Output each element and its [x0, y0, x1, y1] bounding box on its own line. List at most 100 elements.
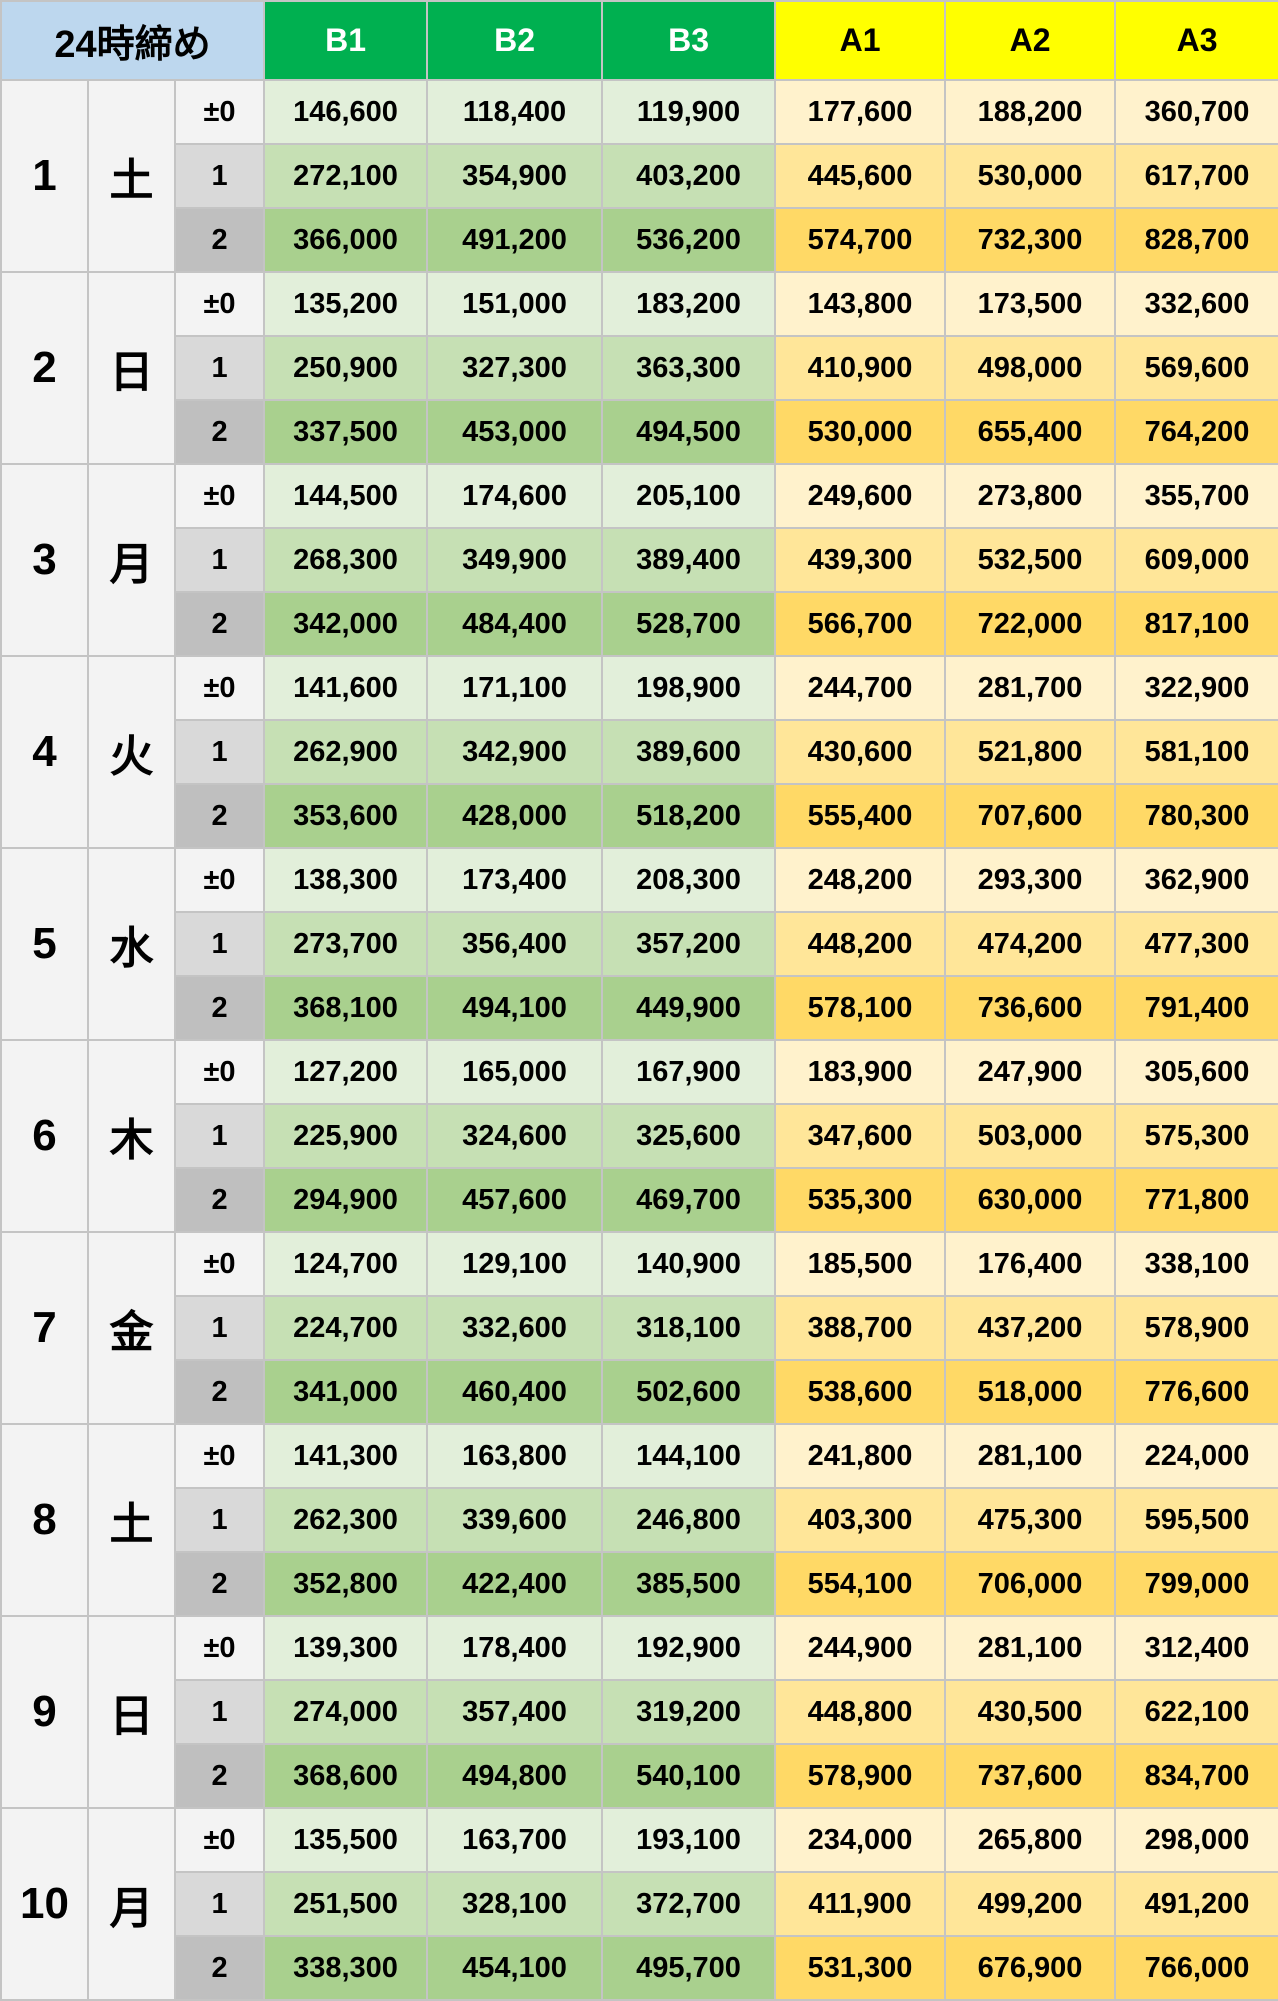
value-cell: 518,200	[601, 783, 777, 849]
value-cell: 234,000	[774, 1807, 947, 1873]
level-label: ±0	[173, 1231, 266, 1297]
table-row: 10 月 ±0 135,500 163,700 193,100 234,000 265,800…	[0, 1807, 1278, 2001]
value-cell: 185,500	[774, 1231, 947, 1297]
value-cell: 183,200	[601, 271, 777, 337]
value-cell: 389,400	[601, 527, 777, 593]
value-cell: 144,100	[601, 1423, 777, 1489]
value-cell: 244,900	[774, 1615, 947, 1681]
day-number: 10	[0, 1807, 89, 2001]
column-header-b1: B1	[263, 0, 429, 81]
value-cell: 437,200	[944, 1295, 1117, 1361]
value-cell: 339,600	[426, 1487, 604, 1553]
weekday: 日	[87, 271, 176, 465]
weekday: 月	[87, 1807, 176, 2001]
value-cell: 319,200	[601, 1679, 777, 1745]
value-cell: 174,600	[426, 463, 604, 529]
value-cell: 357,200	[601, 911, 777, 977]
value-cell: 248,200	[774, 847, 947, 913]
value-cell: 411,900	[774, 1871, 947, 1937]
table-row: 9 日 ±0 139,300 178,400 192,900 244,900 281,100 3…	[0, 1615, 1278, 1809]
value-cell: 135,200	[263, 271, 429, 337]
value-cell: 732,300	[944, 207, 1117, 273]
level-label: ±0	[173, 847, 266, 913]
value-cell: 707,600	[944, 783, 1117, 849]
level-label: ±0	[173, 463, 266, 529]
value-cell: 325,600	[601, 1103, 777, 1169]
value-cell: 469,700	[601, 1167, 777, 1233]
value-cell: 192,900	[601, 1615, 777, 1681]
value-cell: 554,100	[774, 1551, 947, 1617]
value-cell: 494,500	[601, 399, 777, 465]
level-label: 2	[173, 207, 266, 273]
level-label: 1	[173, 1871, 266, 1937]
value-cell: 363,300	[601, 335, 777, 401]
value-cell: 403,200	[601, 143, 777, 209]
column-header-a3: A3	[1114, 0, 1278, 81]
value-cell: 327,300	[426, 335, 604, 401]
value-cell: 165,000	[426, 1039, 604, 1105]
level-label: ±0	[173, 79, 266, 145]
value-cell: 706,000	[944, 1551, 1117, 1617]
value-cell: 341,000	[263, 1359, 429, 1425]
table-row: 2 337,500 453,000 494,500 530,000 655,400 764,…	[1, 399, 1278, 465]
day-number: 2	[0, 271, 89, 465]
value-cell: 349,900	[426, 527, 604, 593]
table-row: 2 366,000 491,200 536,200 574,700 732,300 828,…	[1, 207, 1278, 273]
day-number: 3	[0, 463, 89, 657]
value-cell: 474,200	[944, 911, 1117, 977]
weekday: 日	[87, 1615, 176, 1809]
value-cell: 183,900	[774, 1039, 947, 1105]
value-cell: 324,600	[426, 1103, 604, 1169]
level-label: 1	[173, 1103, 266, 1169]
value-cell: 498,000	[944, 335, 1117, 401]
value-cell: 294,900	[263, 1167, 429, 1233]
level-label: ±0	[173, 271, 266, 337]
value-cell: 318,100	[601, 1295, 777, 1361]
table-row: 2 日 ±0 135,200 151,000 183,200 143,800 173,500 3…	[0, 271, 1278, 465]
value-cell: 495,700	[601, 1935, 777, 2001]
value-cell: 268,300	[263, 527, 429, 593]
value-cell: 410,900	[774, 335, 947, 401]
value-cell: 298,000	[1114, 1807, 1278, 1873]
table-row: 7 金 ±0 124,700 129,100 140,900 185,500 176,400 3…	[0, 1231, 1278, 1425]
value-cell: 578,900	[774, 1743, 947, 1809]
value-cell: 422,400	[426, 1551, 604, 1617]
level-label: 2	[173, 1551, 266, 1617]
value-cell: 555,400	[774, 783, 947, 849]
value-cell: 118,400	[426, 79, 604, 145]
table-row: 6 木 ±0 127,200 165,000 167,900 183,900 247,900 3…	[0, 1039, 1278, 1233]
weekday: 水	[87, 847, 176, 1041]
value-cell: 281,100	[944, 1423, 1117, 1489]
value-cell: 502,600	[601, 1359, 777, 1425]
weekday: 火	[87, 655, 176, 849]
value-cell: 360,700	[1114, 79, 1278, 145]
value-cell: 454,100	[426, 1935, 604, 2001]
value-cell: 366,000	[263, 207, 429, 273]
value-cell: 460,400	[426, 1359, 604, 1425]
table-row: 1 225,900 324,600 325,600 347,600 503,000 575,…	[1, 1103, 1278, 1169]
value-cell: 338,100	[1114, 1231, 1278, 1297]
table-row: 2 338,300 454,100 495,700 531,300 676,900 766,…	[1, 1935, 1278, 2001]
column-header-b2: B2	[426, 0, 604, 81]
value-cell: 385,500	[601, 1551, 777, 1617]
level-label: 2	[173, 1167, 266, 1233]
column-header-b3: B3	[601, 0, 777, 81]
value-cell: 144,500	[263, 463, 429, 529]
table-row: 4 火 ±0 141,600 171,100 198,900 244,700 281,700 3…	[0, 655, 1278, 849]
value-cell: 630,000	[944, 1167, 1117, 1233]
value-cell: 388,700	[774, 1295, 947, 1361]
value-cell: 173,400	[426, 847, 604, 913]
value-cell: 281,700	[944, 655, 1117, 721]
value-cell: 357,400	[426, 1679, 604, 1745]
value-cell: 193,100	[601, 1807, 777, 1873]
weekday: 木	[87, 1039, 176, 1233]
table-row: 8 土 ±0 141,300 163,800 144,100 241,800 281,100 2…	[0, 1423, 1278, 1617]
value-cell: 249,600	[774, 463, 947, 529]
table-row: 1 268,300 349,900 389,400 439,300 532,500 609,…	[1, 527, 1278, 593]
value-cell: 356,400	[426, 911, 604, 977]
value-cell: 224,000	[1114, 1423, 1278, 1489]
table-row: 1 224,700 332,600 318,100 388,700 437,200 578,…	[1, 1295, 1278, 1361]
value-cell: 622,100	[1114, 1679, 1278, 1745]
level-label: 2	[173, 783, 266, 849]
